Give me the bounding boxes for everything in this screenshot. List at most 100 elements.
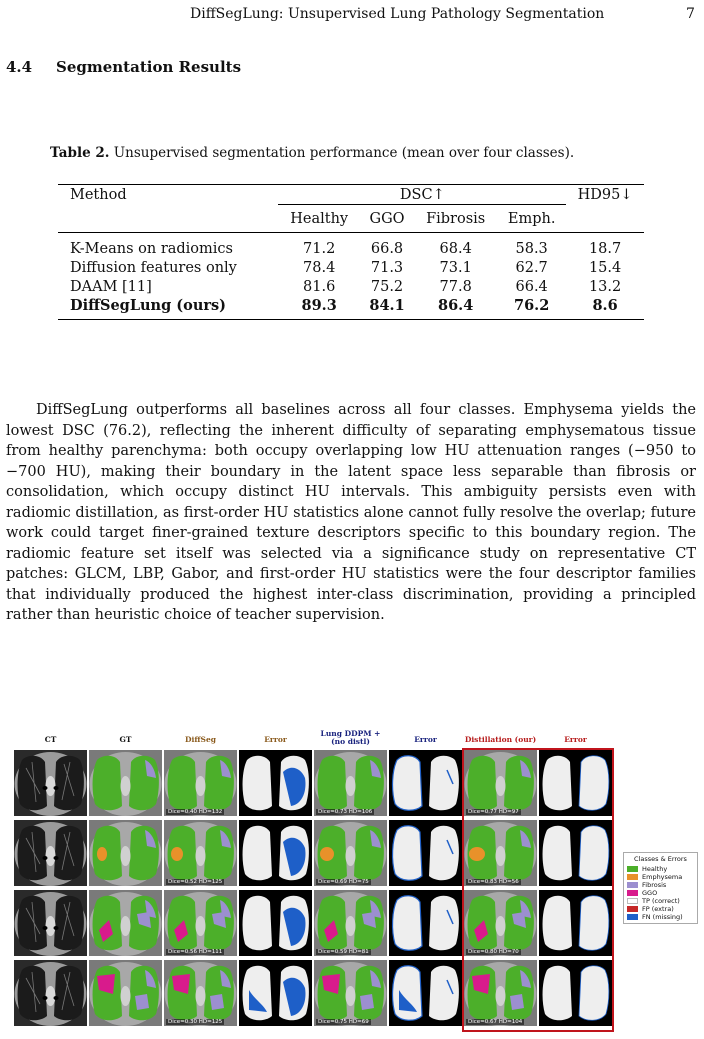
figure-column-header: CT [44,735,57,744]
legend-item: Fibrosis [627,881,694,889]
dice-hd-label: Dice=0.77 HD=97 [466,809,521,815]
figure-column-header: Error [264,735,287,744]
lung-slice-image [314,750,387,816]
row-value: 73.1 [439,259,472,276]
row-method: DAAM [11] [70,278,152,295]
legend-label: Fibrosis [642,881,667,889]
lung-slice-image [14,890,87,956]
figure-tile [389,890,462,956]
legend-label: FN (missing) [642,913,683,921]
results-table: Method DSC↑ HD95↓ Healthy GGO Fibrosis E… [58,184,644,320]
figure-tile: Dice=0.59 HD=81 [314,890,387,956]
row-value: 81.6 [303,278,336,295]
figure-tile: Dice=0.67 HD=104 [464,960,537,1026]
dice-hd-label: Dice=0.52 HD=125 [166,879,225,885]
figure-tile [89,750,162,816]
table-row: Diffusion features only 78.4 71.3 73.1 62.7 1… [58,258,644,277]
figure-tile: Dice=0.75 HD=69 [314,960,387,1026]
figure-tile: Dice=0.52 HD=125 [164,820,237,886]
legend-swatch [627,906,638,912]
subheader-fibrosis: Fibrosis [426,210,486,227]
row-value: 68.4 [439,240,472,257]
lung-slice-image [539,890,612,956]
header-method: Method [58,184,279,205]
figure-tile [14,960,87,1026]
figure-tile: Dice=0.83 HD=56 [464,820,537,886]
header-dsc: DSC↑ [278,184,567,205]
row-method: Diffusion features only [70,259,237,276]
dice-hd-label: Dice=0.75 HD=69 [316,1019,371,1025]
figure-tile [239,890,312,956]
lung-slice-image [89,820,162,886]
figure-tile [389,750,462,816]
row-value: 13.2 [588,278,622,295]
legend-label: FP (extra) [642,905,674,913]
figure-tile [239,820,312,886]
legend-item: Emphysema [627,873,694,881]
lung-slice-image [14,750,87,816]
legend-swatch [627,898,638,904]
row-value: 76.2 [497,296,567,320]
legend-item: FN (missing) [627,913,694,921]
lung-slice-image [14,960,87,1026]
dice-hd-label: Dice=0.69 HD=75 [316,879,371,885]
lung-slice-image [89,960,162,1026]
highlight-box [462,748,614,1032]
figure-tile [539,960,612,1026]
lung-slice-image [239,750,312,816]
section-heading: 4.4 Segmentation Results [6,58,241,76]
table-row: DAAM [11] 81.6 75.2 77.8 66.4 13.2 [58,277,644,296]
row-value: 15.4 [588,259,622,276]
table-caption-text: Unsupervised segmentation performance (m… [113,145,575,161]
legend-item: GGO [627,889,694,897]
figure-column-header: DiffSeg [185,735,216,744]
lung-slice-image [314,820,387,886]
lung-slice-image [539,960,612,1026]
legend-label: Healthy [642,865,668,873]
figure-column-header: Lung DDPM + (no distl) [320,729,381,746]
lung-slice-image [389,960,462,1026]
figure-tile [389,960,462,1026]
figure-tile [14,750,87,816]
lung-slice-image [164,960,237,1026]
dice-hd-label: Dice=0.80 HD=70 [466,949,521,955]
figure-tile [89,820,162,886]
dice-hd-label: Dice=0.59 HD=81 [316,949,371,955]
lung-slice-image [239,890,312,956]
legend-title: Classes & Errors [634,855,687,863]
row-value: 78.4 [303,259,336,276]
figure-tile [539,820,612,886]
row-value: 62.7 [515,259,548,276]
lung-slice-image [464,750,537,816]
legend-item: TP (correct) [627,897,694,905]
figure-tile: Dice=0.80 HD=70 [464,890,537,956]
figure-column-header: GT [119,735,132,744]
row-method: DiffSegLung (ours) [58,296,279,320]
page-number: 7 [686,6,695,22]
subheader-emph: Emph. [507,210,556,227]
row-value: 75.2 [370,278,404,295]
lung-slice-image [164,890,237,956]
legend-label: TP (correct) [642,897,680,905]
lung-slice-image [539,750,612,816]
figure-tile [539,890,612,956]
table-caption: Table 2. Unsupervised segmentation perfo… [50,145,574,161]
subheader-ggo: GGO [369,210,405,227]
row-value: 18.7 [588,240,622,257]
row-value: 58.3 [515,240,548,257]
figure-tile: Dice=0.73 HD=106 [314,750,387,816]
row-method: K-Means on radiomics [70,240,233,257]
figure-tile [89,890,162,956]
table-label: Table 2. [50,145,110,161]
figure-tile: Dice=0.56 HD=111 [164,890,237,956]
row-value: 89.3 [278,296,360,320]
legend-swatch [627,874,638,880]
row-value: 66.4 [515,278,548,295]
row-value: 77.8 [439,278,472,295]
lung-slice-image [14,820,87,886]
table-row: K-Means on radiomics 71.2 66.8 68.4 58.3 18.7 [58,239,644,258]
legend-item: FP (extra) [627,905,694,913]
dice-hd-label: Dice=0.67 HD=104 [466,1019,525,1025]
figure-tile [389,820,462,886]
legend-label: GGO [642,889,658,897]
